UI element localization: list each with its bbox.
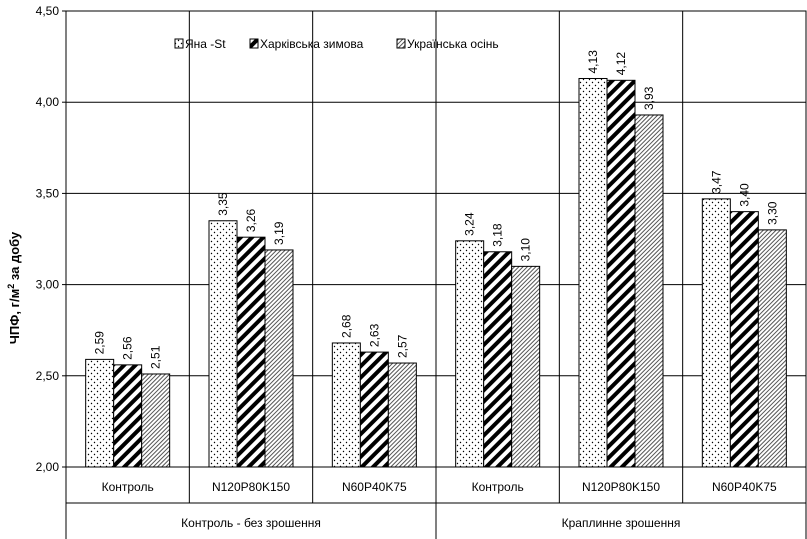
data-label: 3,93 bbox=[642, 86, 656, 110]
x-tick-label: N60P40K75 bbox=[342, 480, 407, 494]
axes: 2,00 2,50 3,00 3,50 4,00 4,50 Контроль N120P80K… bbox=[36, 4, 807, 539]
bar bbox=[729, 211, 759, 468]
x-tick-label: N120P80K150 bbox=[582, 480, 660, 494]
bar bbox=[208, 220, 238, 468]
data-label: 2,57 bbox=[395, 334, 409, 358]
data-label: 3,26 bbox=[244, 208, 258, 232]
data-labels: 2,59 2,56 2,51 3,35 3,26 3,19 2,68 2,63 2,57 3,24… bbox=[93, 50, 780, 369]
bar bbox=[483, 251, 513, 468]
bar bbox=[331, 342, 361, 468]
legend-label: Харківська зимова bbox=[260, 37, 364, 51]
data-label: 3,35 bbox=[216, 192, 230, 216]
data-label: 2,68 bbox=[339, 314, 353, 338]
bar bbox=[113, 364, 143, 468]
data-label: 2,56 bbox=[121, 336, 135, 360]
y-tick-label: 4,50 bbox=[36, 4, 60, 18]
y-tick-label: 3,00 bbox=[36, 278, 60, 292]
bar bbox=[85, 358, 115, 468]
data-label: 3,40 bbox=[737, 183, 751, 207]
data-label: 3,19 bbox=[272, 221, 286, 245]
x-tick-label: N60P40K75 bbox=[712, 480, 777, 494]
bar bbox=[141, 373, 171, 468]
data-label: 3,30 bbox=[765, 201, 779, 225]
bar bbox=[236, 236, 266, 468]
bar bbox=[634, 114, 664, 468]
bar bbox=[264, 249, 294, 468]
x-tick-label: N120P80K150 bbox=[212, 480, 290, 494]
data-label: 2,63 bbox=[367, 323, 381, 347]
legend-label: Яна -St bbox=[185, 37, 226, 51]
y-tick-label: 3,50 bbox=[36, 186, 60, 200]
plot-frame bbox=[65, 10, 807, 468]
bar bbox=[578, 77, 608, 468]
data-label: 2,51 bbox=[149, 345, 163, 369]
legend-swatch bbox=[249, 38, 259, 49]
legend-swatch bbox=[174, 38, 184, 49]
legend-label: Українська осінь bbox=[407, 37, 499, 51]
bar bbox=[387, 362, 417, 468]
group-label: Краплинне зрошення bbox=[562, 516, 681, 530]
grid bbox=[65, 10, 807, 468]
bar bbox=[455, 240, 485, 468]
data-label: 3,18 bbox=[491, 223, 505, 247]
group-label: Контроль - без зрошення bbox=[181, 516, 321, 530]
y-tick-label: 4,00 bbox=[36, 95, 60, 109]
y-axis-label: ЧПФ, г/м2 за добу bbox=[6, 231, 22, 344]
data-label: 4,13 bbox=[586, 50, 600, 74]
data-label: 3,47 bbox=[709, 170, 723, 194]
data-label: 2,59 bbox=[93, 331, 107, 355]
bars bbox=[85, 77, 787, 468]
x-tick-label: Контроль bbox=[472, 480, 524, 494]
x-tick-label: Контроль bbox=[102, 480, 154, 494]
y-tick-label: 2,50 bbox=[36, 369, 60, 383]
bar bbox=[359, 351, 389, 468]
bar bbox=[757, 229, 787, 468]
bar bbox=[511, 265, 541, 468]
data-label: 3,24 bbox=[463, 212, 477, 236]
data-label: 3,10 bbox=[519, 238, 533, 262]
y-tick-label: 2,00 bbox=[36, 460, 60, 474]
bar bbox=[606, 79, 636, 468]
legend-swatch bbox=[396, 38, 406, 49]
legend: Яна -St Харківська зимова Українська осінь bbox=[174, 37, 499, 51]
bar bbox=[701, 198, 731, 468]
data-label: 4,12 bbox=[614, 52, 628, 76]
